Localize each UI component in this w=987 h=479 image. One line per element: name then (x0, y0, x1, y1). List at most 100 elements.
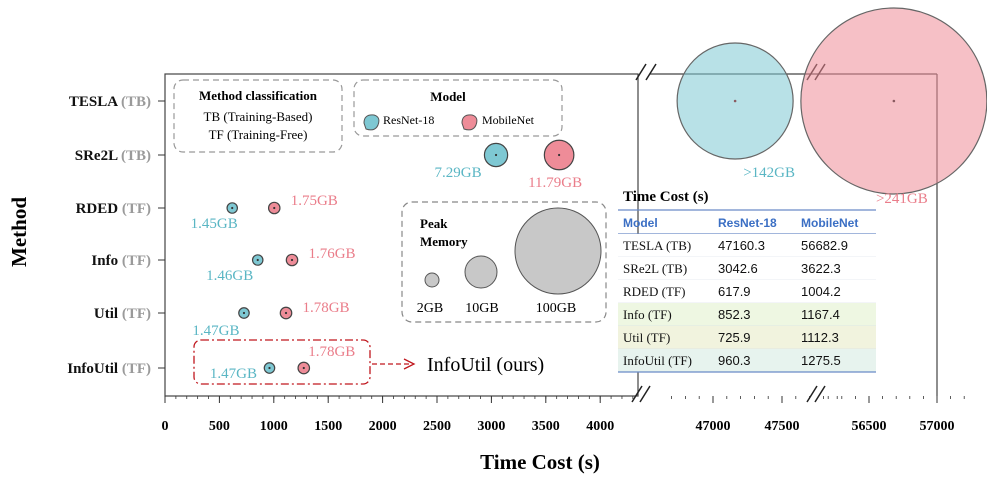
data-points: >142GB 7.29GB 1.45GB 1.46GB 1.47GB 1.47GB >241… (191, 7, 987, 382)
table-header: MobileNet (801, 216, 858, 230)
table-cell: SRe2L (TB) (623, 261, 687, 276)
x-tick-label: 1500 (314, 419, 342, 434)
x-tick-label: 500 (209, 419, 230, 434)
legend-memory-circle-10gb (464, 255, 498, 289)
table-row (618, 257, 876, 280)
data-point-center (256, 258, 259, 262)
x-tick-label: 3000 (477, 419, 505, 434)
table-title: Time Cost (s) (623, 189, 709, 205)
infoutil-highlight: InfoUtil (ours) (193, 339, 544, 385)
method-label: RDED (TF) (76, 201, 151, 217)
data-label: 1.47GB (192, 323, 239, 339)
table-cell: Info (TF) (623, 307, 672, 322)
table-cell: 47160.3 (718, 238, 765, 253)
legend-model-title: Model (430, 89, 466, 104)
table-cell: TESLA (TB) (623, 238, 691, 253)
x-tick-label: 2500 (423, 419, 451, 434)
table-row (618, 303, 876, 326)
legend-method-classification: Method classification TB (Training-Based… (173, 79, 343, 153)
method-label: Info (TF) (91, 253, 151, 269)
method-label: TESLA (TB) (69, 94, 151, 110)
legend-memory-label-10gb: 10GB (465, 301, 498, 316)
data-label: 1.78GB (302, 300, 349, 316)
x-tick-label: 2000 (369, 419, 397, 434)
table-cell: 1167.4 (801, 307, 840, 322)
legend-classification-title: Method classification (199, 88, 318, 103)
data-label: 1.47GB (210, 366, 257, 382)
table-row (618, 280, 876, 303)
legend-mobilenet-label: MobileNet (482, 113, 535, 127)
table-cell: 617.9 (718, 284, 751, 299)
x-tick-label: 0 (162, 419, 169, 434)
method-tag: (TF) (122, 253, 151, 269)
table-cell: RDED (TF) (623, 284, 685, 299)
method-name: SRe2L (75, 148, 121, 164)
legend-peak-memory: Peak Memory 2GB 10GB 100GB (401, 201, 607, 323)
table-cell: 3622.3 (801, 261, 841, 276)
method-tag: (TF) (122, 306, 151, 322)
method-label: SRe2L (TB) (75, 148, 151, 164)
data-label: 1.45GB (191, 216, 238, 232)
table-cell: 852.3 (718, 307, 751, 322)
legend-model: Model ResNet-18 MobileNet (353, 79, 563, 137)
data-label: 1.76GB (308, 246, 355, 262)
data-label: 11.79GB (528, 175, 582, 191)
data-label: >241GB (876, 191, 928, 207)
method-name: InfoUtil (67, 361, 122, 377)
x-ticks: 0 500 1000 1500 2000 2500 3000 3500 4000 47000 475… (162, 396, 965, 434)
x-tick-label: 57000 (920, 419, 955, 434)
data-label: >142GB (743, 165, 795, 181)
table-row (618, 326, 876, 349)
legend-memory-title-1: Peak (420, 216, 448, 231)
method-label: InfoUtil (TF) (67, 361, 151, 377)
method-tag: (TF) (122, 361, 151, 377)
table-cell: 56682.9 (801, 238, 848, 253)
method-name: TESLA (69, 94, 121, 110)
table-header: ResNet-18 (718, 216, 777, 230)
legend-memory-title-2: Memory (420, 234, 468, 249)
table-cell: 1112.3 (801, 330, 839, 345)
method-tag: (TF) (122, 201, 151, 217)
data-point-center (284, 311, 288, 315)
method-name: Info (91, 253, 121, 269)
data-point-center (302, 366, 305, 370)
x-axis-title: Time Cost (s) (480, 450, 600, 474)
data-point-center (558, 153, 561, 157)
data-point-center (273, 206, 276, 210)
data-point-center (268, 366, 271, 370)
table-row (618, 349, 876, 372)
method-tag: (TB) (121, 148, 151, 164)
x-tick-label: 56500 (852, 419, 887, 434)
x-tick-label: 47500 (765, 419, 800, 434)
x-tick-label: 4000 (586, 419, 614, 434)
x-tick-label: 47000 (696, 419, 731, 434)
legend-mobilenet-marker (461, 114, 478, 131)
table-cell: Util (TF) (623, 330, 670, 345)
method-tag: (TB) (121, 94, 151, 110)
method-name: Util (94, 306, 122, 322)
data-point-center (494, 153, 498, 157)
data-point-center (733, 99, 737, 103)
table-header: Model (623, 216, 658, 230)
legend-resnet-marker (363, 114, 380, 131)
table-cell: 725.9 (718, 330, 751, 345)
infoutil-arrow-head (403, 358, 416, 370)
data-label: 1.75GB (291, 193, 338, 209)
legend-classification-box (173, 79, 343, 153)
infoutil-annotation: InfoUtil (ours) (427, 354, 544, 376)
method-labels: TESLA (TB)SRe2L (TB)RDED (TF)Info (TF)Ut… (67, 94, 165, 377)
data-point-center (290, 258, 294, 262)
y-axis-title: Method (7, 197, 31, 267)
legend-memory-label-2gb: 2GB (417, 301, 443, 316)
method-label: Util (TF) (94, 306, 151, 322)
data-point-center (892, 99, 896, 103)
data-label: 1.46GB (206, 268, 253, 284)
table-cell: 960.3 (718, 353, 751, 368)
table-cell: InfoUtil (TF) (623, 353, 692, 368)
time-cost-table: Time Cost (s) Model ResNet-18 MobileNet TES… (618, 189, 876, 373)
infoutil-highlight-box (193, 339, 371, 385)
data-label: 1.78GB (308, 344, 355, 360)
legend-classification-tb: TB (Training-Based) (204, 109, 313, 124)
data-point-center (231, 206, 234, 210)
